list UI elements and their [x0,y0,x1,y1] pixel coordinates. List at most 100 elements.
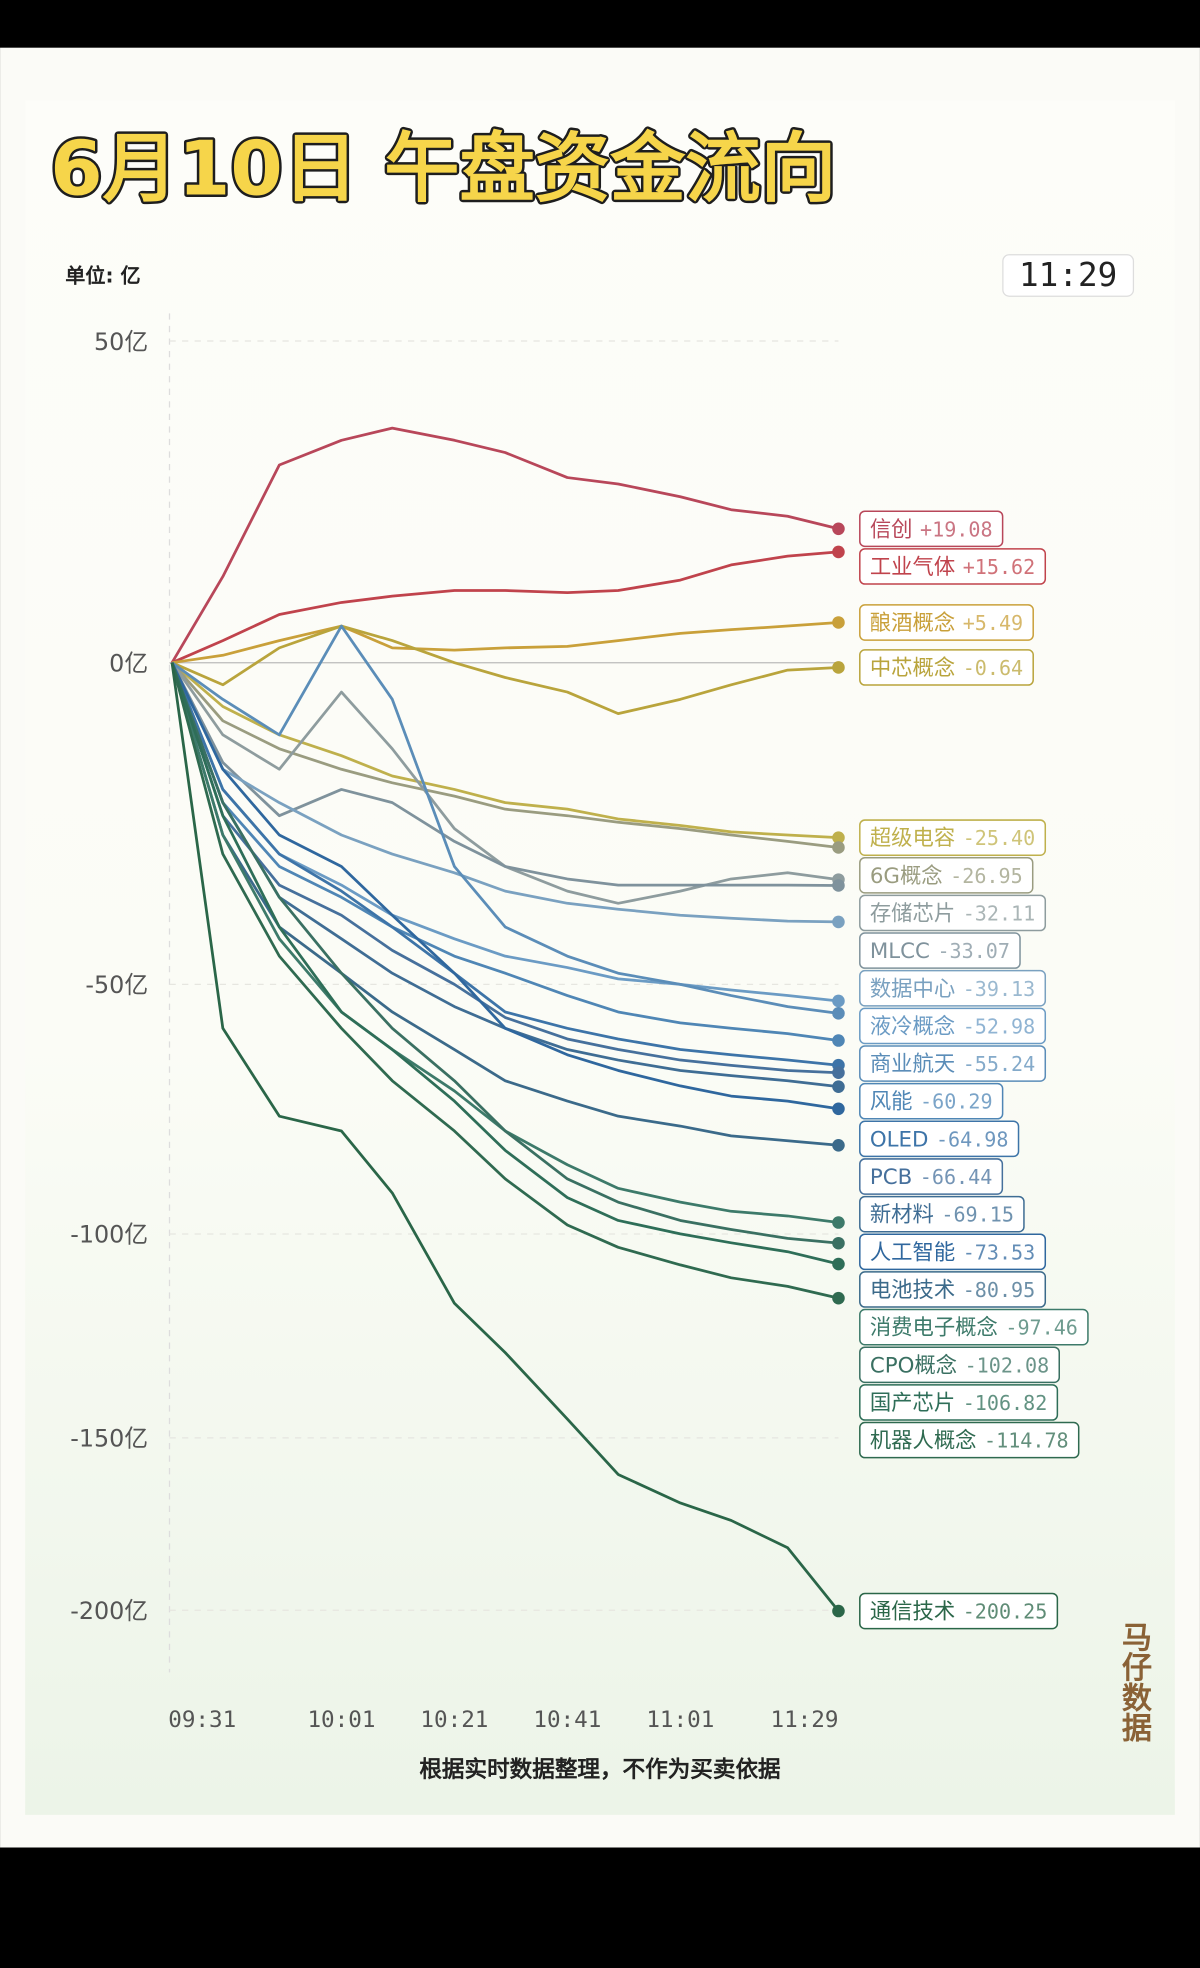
label-name: PCB [870,1165,912,1190]
label-name: 新材料 [870,1203,934,1228]
end-label: CPO概念 -102.08 [859,1346,1060,1384]
clock-box [1002,254,1135,297]
bottom-bar [0,1847,1200,1968]
label-box [859,1271,1047,1308]
label-name: 存储芯片 [870,901,955,926]
end-label: 通信技术 -200.25 [859,1592,1059,1630]
label-box [859,1308,1089,1346]
label-value: -33.07 [937,939,1010,963]
series-line [170,662,840,1612]
end-dot [832,545,845,559]
label-box [859,819,1047,856]
y-tick-label: -200亿 [70,1597,148,1625]
series-line [170,661,839,849]
label-box [859,1592,1059,1630]
label-name: 消费电子概念 [870,1316,998,1341]
label-box [859,548,1047,585]
end-label: MLCC -33.07 [859,932,1021,969]
end-dot [832,1257,845,1271]
label-name: 机器人概念 [870,1429,977,1454]
label-value: -102.08 [965,1353,1050,1377]
label-box [859,932,1021,969]
label-box [859,856,1034,894]
series-line [170,662,839,1266]
end-dot [832,661,845,674]
label-name: MLCC [870,939,930,964]
label-value: -26.95 [950,864,1023,888]
end-dot [832,994,845,1008]
end-label: 液冷概念 -52.98 [859,1007,1047,1045]
x-tick-label: 10:41 [533,1707,601,1733]
label-box [859,969,1047,1007]
end-label: 新材料 -69.15 [859,1195,1025,1233]
end-dot [832,1034,845,1047]
end-label: 6G概念 -26.95 [859,856,1034,894]
end-dot [832,522,845,536]
label-value: -69.15 [941,1203,1014,1227]
label-box [859,1195,1025,1233]
label-value: -52.98 [963,1014,1036,1038]
label-name: 风能 [870,1090,913,1115]
label-name: 通信技术 [870,1600,955,1625]
label-name: 商业航天 [870,1052,955,1077]
label-value: -200.25 [963,1600,1048,1624]
watermark: 马仔数据 [1116,1622,1152,1743]
plot: 50亿 0亿 -50亿 -100亿 -150亿 -200亿 09:31 10:01 10:21 1… [70,313,1089,1733]
end-label: 国产芯片 -106.82 [859,1384,1059,1421]
label-box [859,510,1004,548]
end-dot [832,1080,845,1093]
label-value: -73.53 [963,1240,1036,1264]
end-dot [832,1604,845,1618]
end-label: 工业气体 +15.62 [859,548,1047,585]
series-line [171,624,839,716]
end-dot [832,616,845,629]
end-label: 存储芯片 -32.11 [859,894,1047,932]
end-dot [832,1216,845,1229]
label-box [859,1158,1004,1195]
label-name: 液冷概念 [870,1014,955,1039]
label-box [859,1233,1047,1271]
end-dot [832,1102,845,1116]
label-value: -97.46 [1005,1316,1078,1340]
series-line [171,550,839,664]
label-box [859,1346,1060,1384]
label-value: -0.64 [963,656,1023,680]
label-name: 人工智能 [870,1240,955,1265]
end-label: 消费电子概念 -97.46 [859,1308,1089,1346]
label-value: -106.82 [963,1391,1048,1415]
x-tick-label: 11:29 [771,1707,839,1733]
x-tick-label: 11:01 [646,1707,714,1733]
end-dot [832,1236,845,1250]
series-line [170,662,839,1042]
series-line [170,662,839,1067]
label-value: -32.11 [963,901,1036,925]
label-value: -80.95 [963,1278,1036,1302]
x-tick-label: 10:21 [420,1707,488,1733]
end-label: 人工智能 -73.53 [859,1233,1047,1271]
y-tick-label: -100亿 [70,1221,148,1249]
series-line [171,621,839,665]
x-tick-label: 10:01 [307,1707,375,1733]
label-box [859,1082,1004,1120]
end-dot [832,1007,845,1020]
label-box [859,1045,1047,1082]
end-label: OLED -64.98 [859,1120,1020,1158]
label-name: 国产芯片 [870,1391,955,1416]
footnote: 根据实时数据整理，不作为买卖依据 [419,1756,781,1783]
end-dot [832,1139,845,1152]
label-name: 6G概念 [870,864,943,889]
end-dot [832,1291,845,1305]
end-label: 电池技术 -80.95 [859,1271,1047,1308]
label-value: -39.13 [963,977,1036,1001]
y-tick-label: -50亿 [85,971,148,999]
label-name: 中芯概念 [870,656,955,681]
chart-title: 6月10日 午盘资金流向 [50,125,836,213]
label-value: -60.29 [920,1090,993,1114]
label-name: CPO概念 [870,1353,957,1378]
label-box [859,1007,1047,1045]
label-value: -66.44 [920,1165,993,1189]
label-name: 工业气体 [870,555,955,580]
series-line [170,662,839,924]
end-label: 信创 +19.08 [859,510,1004,548]
